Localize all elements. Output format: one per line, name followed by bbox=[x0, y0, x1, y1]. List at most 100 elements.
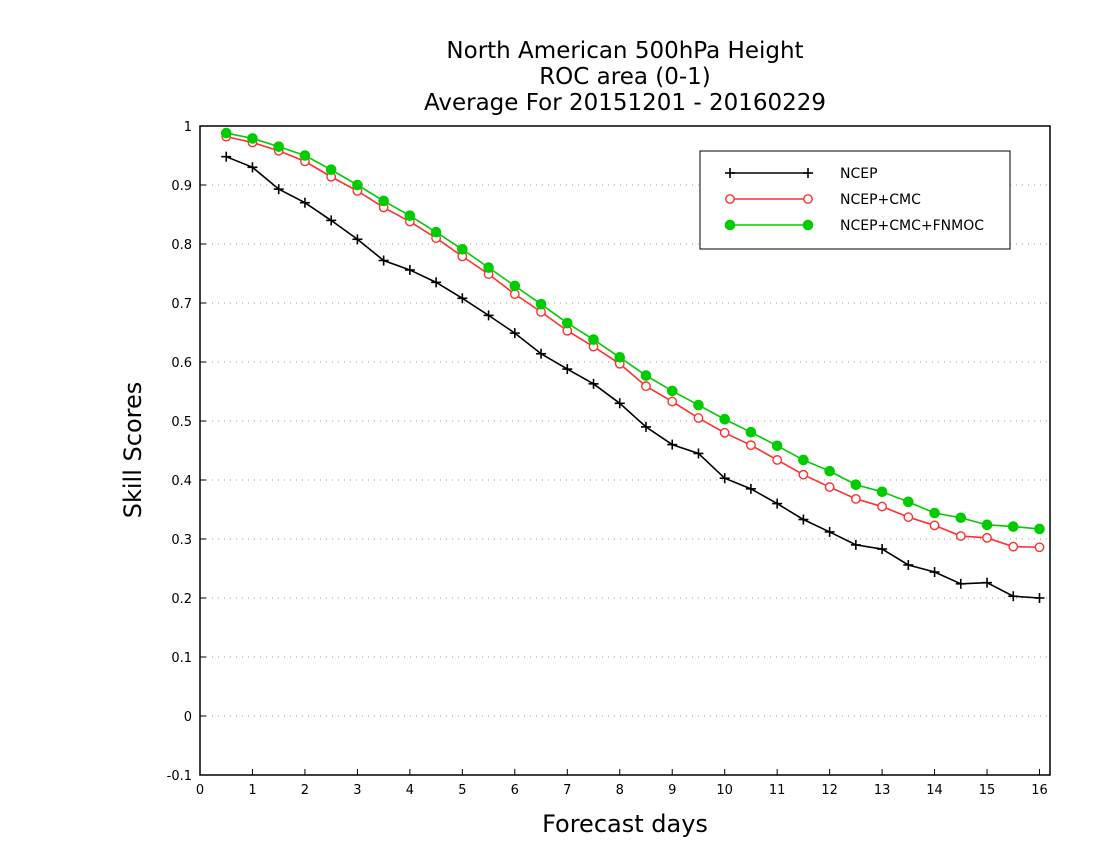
y-tick-label: 0.1 bbox=[171, 651, 192, 666]
data-point bbox=[877, 501, 887, 512]
data-point bbox=[325, 164, 337, 175]
data-point bbox=[850, 493, 861, 504]
y-tick-label: 0 bbox=[184, 710, 192, 725]
data-point bbox=[535, 298, 547, 310]
data-point bbox=[1034, 523, 1045, 535]
legend-label: NCEP bbox=[840, 166, 878, 182]
data-point bbox=[588, 334, 599, 345]
y-tick-label: 0.3 bbox=[171, 533, 192, 548]
x-tick-label: 15 bbox=[979, 783, 996, 798]
data-point bbox=[536, 348, 547, 359]
data-point bbox=[483, 262, 494, 273]
x-tick-label: 0 bbox=[196, 783, 204, 798]
legend-marker bbox=[724, 219, 736, 231]
data-point bbox=[666, 385, 678, 397]
data-point bbox=[771, 440, 783, 452]
data-point bbox=[1034, 542, 1045, 553]
legend-label: NCEP+CMC+FNMOC bbox=[840, 218, 984, 234]
data-point bbox=[955, 578, 966, 589]
y-tick-label: 0.5 bbox=[171, 415, 192, 430]
series-ncep-cmc-fnmoc bbox=[220, 127, 1045, 535]
y-tick-label: 0.9 bbox=[171, 179, 192, 194]
data-point bbox=[824, 465, 835, 477]
data-point bbox=[404, 264, 415, 275]
series-line bbox=[225, 155, 1040, 599]
legend-marker bbox=[725, 194, 735, 204]
data-point bbox=[509, 280, 521, 292]
data-point bbox=[247, 133, 258, 144]
data-point bbox=[378, 255, 389, 266]
x-tick-label: 2 bbox=[301, 783, 309, 798]
data-point bbox=[614, 351, 626, 363]
data-point bbox=[509, 289, 520, 300]
data-point bbox=[667, 439, 678, 450]
data-point bbox=[640, 370, 652, 381]
chart-title-line-2: ROC area (0-1) bbox=[539, 64, 711, 90]
data-point bbox=[352, 179, 363, 191]
data-point bbox=[220, 127, 232, 139]
data-point bbox=[903, 496, 914, 508]
data-point bbox=[641, 381, 651, 392]
data-point bbox=[982, 577, 993, 588]
x-tick-label: 10 bbox=[716, 783, 733, 798]
data-point bbox=[561, 317, 573, 329]
data-point bbox=[798, 469, 809, 480]
data-point bbox=[850, 539, 861, 550]
data-point bbox=[273, 141, 285, 152]
data-point bbox=[719, 413, 730, 425]
y-tick-label: 0.4 bbox=[171, 474, 192, 489]
x-tick-label: 4 bbox=[406, 783, 414, 798]
legend-marker bbox=[803, 194, 813, 204]
data-point bbox=[981, 519, 993, 531]
data-point bbox=[326, 215, 337, 226]
data-point bbox=[640, 421, 651, 432]
data-point bbox=[1034, 593, 1045, 603]
data-point bbox=[955, 512, 967, 524]
data-point bbox=[982, 532, 992, 543]
data-point bbox=[431, 277, 442, 288]
data-point bbox=[273, 184, 284, 195]
legend-item: NCEP+CMC+FNMOC bbox=[724, 218, 984, 234]
x-tick-label: 8 bbox=[616, 783, 624, 798]
x-tick-label: 7 bbox=[563, 783, 571, 798]
data-point bbox=[562, 364, 573, 375]
data-point bbox=[929, 507, 940, 519]
legend-marker bbox=[802, 219, 814, 231]
data-point bbox=[352, 234, 363, 245]
data-point bbox=[929, 520, 940, 531]
data-point bbox=[299, 150, 311, 161]
data-point bbox=[772, 498, 783, 509]
data-point bbox=[588, 378, 599, 389]
y-tick-label: 0.7 bbox=[171, 297, 192, 312]
y-tick-label: -0.1 bbox=[167, 769, 192, 784]
data-point bbox=[903, 559, 914, 570]
legend-box bbox=[699, 150, 1011, 250]
x-tick-label: 5 bbox=[458, 783, 466, 798]
data-point bbox=[824, 526, 835, 537]
data-point bbox=[876, 486, 888, 498]
data-point bbox=[693, 399, 704, 411]
series-lines bbox=[220, 127, 1045, 603]
data-point bbox=[1008, 541, 1019, 552]
data-point bbox=[247, 162, 258, 173]
gridlines bbox=[200, 184, 1050, 717]
y-axis-title: Skill Scores bbox=[119, 381, 147, 519]
y-tick-label: 1 bbox=[184, 120, 192, 135]
series-ncep bbox=[221, 151, 1045, 603]
y-tick-label: 0.2 bbox=[171, 592, 192, 607]
data-point bbox=[509, 328, 520, 339]
data-point bbox=[772, 455, 783, 465]
legend-label: NCEP+CMC bbox=[840, 192, 921, 208]
data-point bbox=[745, 483, 756, 494]
data-point bbox=[378, 195, 389, 207]
data-point bbox=[667, 396, 678, 407]
data-point bbox=[798, 514, 809, 525]
plot-frame bbox=[199, 125, 1051, 776]
chart-title-line-1: North American 500hPa Height bbox=[446, 38, 804, 64]
y-tick-label: 0.6 bbox=[171, 356, 192, 371]
data-point bbox=[877, 544, 888, 555]
data-point bbox=[457, 293, 468, 304]
x-tick-label: 16 bbox=[1031, 783, 1048, 798]
data-point bbox=[1007, 521, 1019, 532]
